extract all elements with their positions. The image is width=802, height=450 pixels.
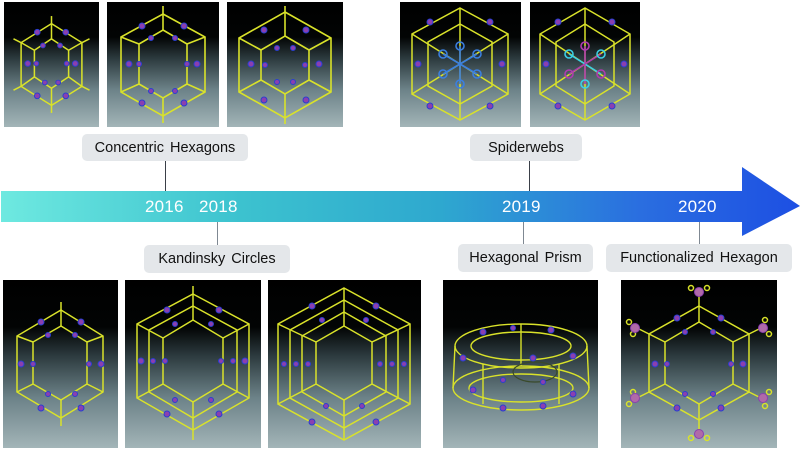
concentric-hexagon-medium-image: [107, 2, 219, 127]
label-hexagonal-prism: Hexagonal Prism: [458, 244, 593, 272]
molecule-spiderweb-cyan-magenta-icon: [539, 7, 631, 121]
molecule-concentric-large-icon: [238, 6, 332, 124]
functionalized-hexagon-image: [621, 280, 777, 448]
label-kandinsky-circles-text: Kandinsky Circles: [158, 251, 276, 267]
molecule-hexagonal-prism-icon: [452, 323, 590, 412]
year-2020: 2020: [678, 197, 717, 216]
label-spiderwebs: Spiderwebs: [470, 134, 582, 161]
kandinsky-circle-three-ring-image: [268, 280, 421, 448]
molecule-spiderweb-blue-icon: [411, 7, 509, 121]
label-hexagonal-prism-text: Hexagonal Prism: [469, 250, 582, 266]
connector-hexagonal-prism: [523, 222, 524, 244]
label-functionalized-hexagon: Functionalized Hexagon: [606, 244, 792, 272]
connector-functionalized-hexagon: [699, 222, 700, 244]
year-2019: 2019: [502, 197, 541, 216]
kandinsky-circle-two-ring-image: [125, 280, 261, 448]
label-spiderwebs-text: Spiderwebs: [488, 139, 564, 156]
connector-concentric-hexagons: [165, 161, 166, 191]
connector-kandinsky-circles: [217, 222, 218, 245]
molecule-kandinsky-three-icon: [277, 287, 411, 441]
label-concentric-hexagons: Concentric Hexagons: [82, 134, 248, 161]
kandinsky-circle-one-ring-image: [3, 280, 118, 448]
label-kandinsky-circles: Kandinsky Circles: [144, 245, 290, 273]
connector-spiderwebs: [529, 161, 530, 191]
hexagonal-prism-image: [443, 280, 598, 448]
concentric-hexagon-large-image: [227, 2, 343, 127]
molecule-concentric-small-icon: [13, 16, 90, 113]
year-2016: 2016: [145, 197, 184, 216]
year-2018: 2018: [199, 197, 238, 216]
spiderweb-cyan-magenta-core-image: [530, 2, 640, 127]
molecule-concentric-medium-icon: [120, 6, 206, 123]
concentric-hexagon-small-image: [4, 2, 99, 127]
molecule-kandinsky-one-icon: [16, 302, 105, 426]
molecule-functionalized-hexagon-icon: [625, 284, 773, 442]
label-functionalized-hexagon-text: Functionalized Hexagon: [620, 250, 778, 266]
molecule-kandinsky-two-icon: [136, 286, 250, 440]
label-concentric-hexagons-text: Concentric Hexagons: [94, 139, 236, 156]
spiderweb-blue-core-image: [400, 2, 521, 127]
